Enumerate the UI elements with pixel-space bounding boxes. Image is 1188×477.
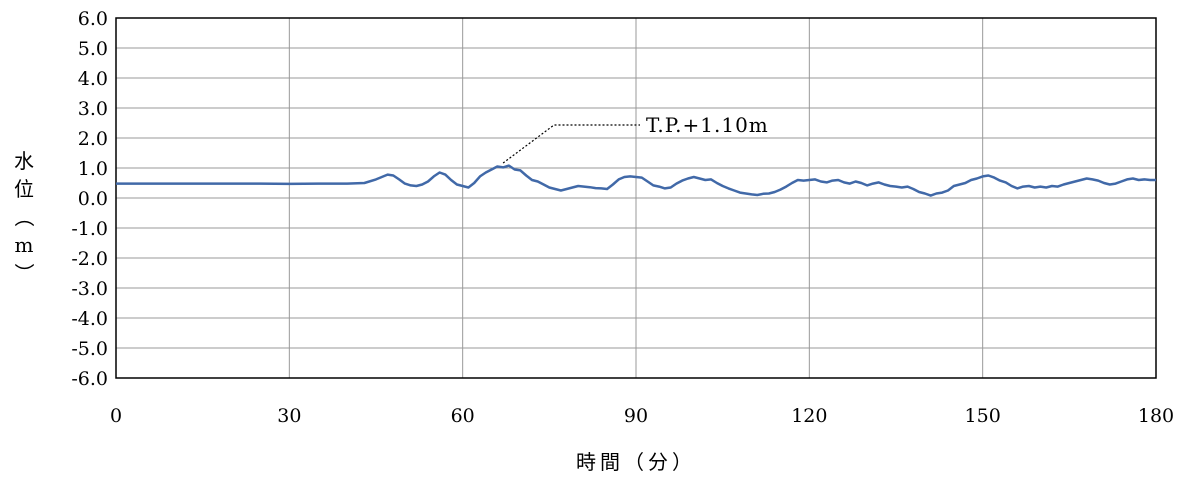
x-tick-labels: 0 30 60 90 120 150 180 xyxy=(110,405,1174,427)
y-axis-label-char: 水 xyxy=(14,149,34,173)
annotation-leader-line xyxy=(502,124,640,164)
y-axis-label-char: m xyxy=(15,233,34,257)
y-axis-label-char: （ xyxy=(12,207,36,227)
y-tick-label: 0.0 xyxy=(78,188,108,210)
x-axis-label: 時間（分） xyxy=(576,450,696,474)
x-tick-label: 120 xyxy=(791,405,827,427)
y-tick-label: 5.0 xyxy=(78,38,108,60)
x-tick-label: 90 xyxy=(624,405,648,427)
x-tick-label: 150 xyxy=(965,405,1001,427)
grid-lines xyxy=(115,17,1157,379)
y-tick-label: -1.0 xyxy=(71,218,108,240)
annotation-max-level: T.P.+1.10m xyxy=(646,113,769,137)
y-tick-label: -4.0 xyxy=(71,308,108,330)
y-axis-label-char: 位 xyxy=(14,177,34,201)
x-tick-label: 30 xyxy=(277,405,301,427)
y-tick-label: 4.0 xyxy=(78,68,108,90)
y-tick-label: -5.0 xyxy=(71,338,108,360)
x-tick-label: 0 xyxy=(110,405,122,427)
y-axis-label-char: ） xyxy=(12,263,36,283)
y-tick-label: 3.0 xyxy=(78,98,108,120)
y-tick-label: -6.0 xyxy=(71,368,108,390)
y-axis-label: 水位 （ m ） xyxy=(12,149,36,283)
water-level-series-line xyxy=(116,164,1156,197)
y-tick-label: -3.0 xyxy=(71,278,108,300)
y-tick-labels: 6.0 5.0 4.0 3.0 2.0 1.0 0.0 -1.0 -2.0 -3.0 -4.0 -5.… xyxy=(71,8,108,390)
y-tick-label: -2.0 xyxy=(71,248,108,270)
y-tick-label: 6.0 xyxy=(78,8,108,30)
y-tick-label: 2.0 xyxy=(78,128,108,150)
x-tick-label: 60 xyxy=(451,405,475,427)
plot-frame xyxy=(115,17,1157,379)
x-tick-label: 180 xyxy=(1138,405,1174,427)
y-tick-label: 1.0 xyxy=(78,158,108,180)
